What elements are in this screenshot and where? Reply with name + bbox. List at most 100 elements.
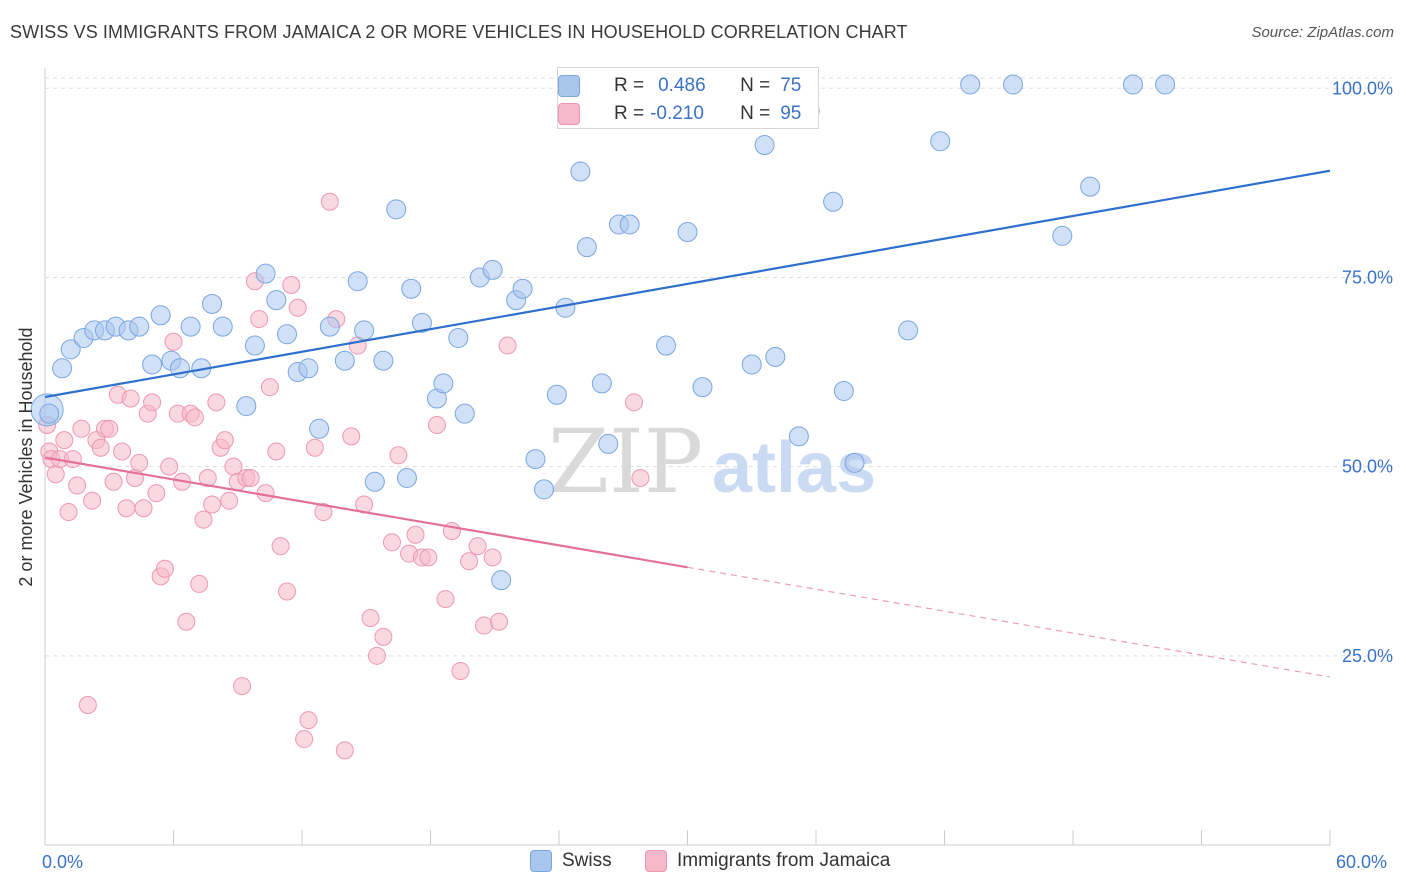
legend-label-jamaica: Immigrants from Jamaica [677,850,891,871]
data-point-swiss [555,297,576,318]
legend-swatch-swiss [530,850,552,872]
data-point-jamaica [215,431,234,450]
data-point-jamaica [314,503,333,522]
data-point-jamaica [63,450,82,469]
data-point-jamaica [419,548,438,567]
data-point-jamaica [203,495,222,514]
swiss-r-label: R = [614,75,645,96]
data-point-swiss [619,214,640,235]
data-point-jamaica [320,192,339,211]
data-point-jamaica [194,510,213,529]
data-point-jamaica [282,276,301,295]
data-point-swiss [754,135,775,156]
data-point-jamaica [342,427,361,446]
data-point-swiss [373,350,394,371]
data-point-jamaica [121,389,140,408]
data-point-jamaica [367,646,386,665]
bottom-legend: Swiss Immigrants from Jamaica [0,850,1406,880]
data-point-jamaica [147,484,166,503]
data-point-swiss [150,305,171,326]
stats-row-jamaica: R = -0.210 N = 95 [558,100,802,128]
data-point-jamaica [134,499,153,518]
data-point-swiss [534,479,555,500]
data-point-swiss [512,278,533,299]
data-point-jamaica [361,608,380,627]
data-point-jamaica [498,336,517,355]
data-point-swiss [960,74,981,95]
data-point-jamaica [130,453,149,472]
data-point-jamaica [305,438,324,457]
data-point-jamaica [427,416,446,435]
data-point-jamaica [299,711,318,730]
data-point-jamaica [260,378,279,397]
data-point-jamaica [436,590,455,609]
data-point-jamaica [241,468,260,487]
data-point-jamaica [335,741,354,760]
data-point-jamaica [117,499,136,518]
data-point-swiss [692,377,713,398]
data-point-swiss [319,316,340,337]
data-point-swiss [255,263,276,284]
chart-title: SWISS VS IMMIGRANTS FROM JAMAICA 2 OR MO… [10,22,908,42]
y-tick-label: 50.0% [1342,457,1393,477]
legend-item-jamaica[interactable]: Immigrants from Jamaica [645,850,890,872]
legend-item-swiss[interactable]: Swiss [530,850,612,872]
data-point-jamaica [190,574,209,593]
data-point-swiss [1122,74,1143,95]
data-point-swiss [277,324,298,345]
swiss-n-value: 75 [780,75,802,96]
data-point-swiss [309,418,330,439]
watermark: ZIP atlas [548,410,876,513]
jamaica-r-label: R = [614,103,645,124]
jamaica-n-value: 95 [780,103,802,124]
data-point-swiss [482,259,503,280]
data-point-jamaica [46,465,65,484]
gridlines [45,77,1392,657]
stats-legend: R = 0.486 N = 75 R = -0.210 N = 95 [557,67,819,129]
data-point-swiss [180,316,201,337]
data-point-swiss [236,396,257,417]
x-tick-label-max: 60.0% [1336,852,1388,872]
data-point-swiss [788,426,809,447]
data-point-swiss [52,358,73,379]
data-point-swiss [741,354,762,375]
data-point-jamaica [104,472,123,491]
y-tick-label: 25.0% [1342,646,1393,666]
data-point-jamaica [100,419,119,438]
data-point-jamaica [185,408,204,427]
data-point-swiss [765,346,786,367]
data-point-jamaica [160,457,179,476]
data-point-jamaica [250,310,269,329]
series-jamaica [38,192,650,760]
data-point-jamaica [451,661,470,680]
data-point-swiss [677,222,698,243]
data-point-swiss [39,403,60,424]
data-point-swiss [386,199,407,220]
data-point-jamaica [267,442,286,461]
data-point-jamaica [382,533,401,552]
data-point-jamaica [624,393,643,412]
data-point-jamaica [389,446,408,465]
trend-lines [44,169,1331,678]
trend-line-swiss [44,169,1331,399]
data-point-jamaica [490,612,509,631]
jamaica-r-value: -0.210 [650,103,704,124]
data-point-jamaica [233,677,252,696]
trend-line-jamaica-extrapolated [687,566,1331,678]
data-point-jamaica [177,612,196,631]
data-point-jamaica [143,393,162,412]
data-point-jamaica [113,442,132,461]
data-point-jamaica [483,548,502,567]
data-point-swiss [448,327,469,348]
data-point-jamaica [374,627,393,646]
data-point-swiss [898,320,919,341]
data-point-swiss [347,271,368,292]
data-point-jamaica [72,419,91,438]
data-point-jamaica [83,491,102,510]
y-tick-labels: 25.0% 50.0% 75.0% 100.0% [1332,78,1393,666]
data-point-jamaica [631,468,650,487]
data-point-jamaica [55,431,74,450]
data-point-swiss [401,278,422,299]
y-tick-label: 75.0% [1342,267,1393,287]
